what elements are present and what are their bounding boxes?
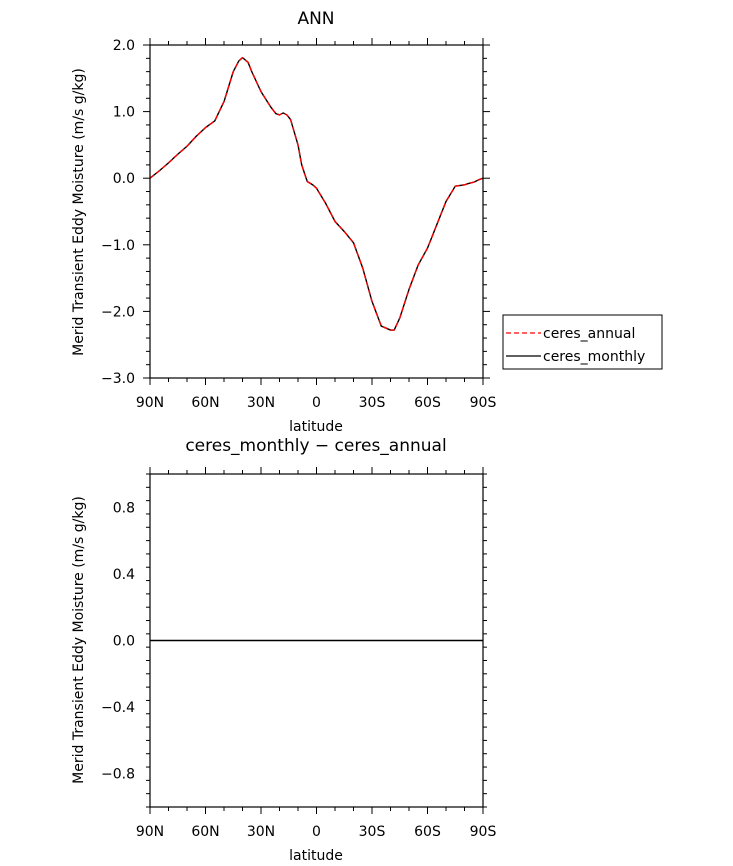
legend-label-ceres-annual: ceres_annual — [543, 326, 635, 342]
y-tick-label: −3.0 — [101, 371, 135, 387]
top-chart-title: ANN — [297, 9, 334, 29]
y-tick-label: 0.8 — [113, 500, 135, 516]
y-tick-label: −2.0 — [101, 304, 135, 320]
x-tick-label: 0 — [312, 395, 321, 411]
top-y-tick-labels: 2.0 1.0 0.0 −1.0 −2.0 −3.0 — [101, 38, 135, 387]
top-x-axis-label: latitude — [289, 419, 343, 435]
x-tick-label: 60S — [414, 824, 441, 840]
legend-box — [502, 314, 663, 370]
x-tick-label: 90N — [136, 824, 164, 840]
legend: ceres_annual ceres_monthly — [502, 314, 663, 370]
bottom-y-axis-label: Merid Transient Eddy Moisture (m/s g/kg) — [71, 496, 87, 784]
y-tick-label: 0.0 — [113, 634, 135, 650]
bottom-x-tick-labels: 90N 60N 30N 0 30S 60S 90S — [136, 824, 497, 840]
x-tick-label: 30S — [359, 824, 386, 840]
x-tick-label: 30N — [247, 395, 275, 411]
y-tick-label: 0.4 — [113, 567, 135, 583]
y-tick-label: −0.4 — [101, 700, 135, 716]
series-line-ceres_annual — [149, 56, 484, 331]
top-series-lines — [149, 56, 484, 331]
bottom-tick-marks — [146, 467, 487, 814]
top-x-tick-labels: 90N 60N 30N 0 30S 60S 90S — [136, 395, 497, 411]
y-tick-label: 1.0 — [113, 105, 135, 121]
top-panel: ANN Merid Transient Eddy Moisture (m/s g… — [71, 9, 496, 435]
bottom-plot-frame — [149, 473, 484, 808]
legend-label-ceres-monthly: ceres_monthly — [543, 349, 645, 365]
y-tick-label: −1.0 — [101, 238, 135, 254]
x-tick-label: 90N — [136, 395, 164, 411]
bottom-chart-title: ceres_monthly − ceres_annual — [185, 436, 446, 456]
y-tick-label: 0.0 — [113, 171, 135, 187]
x-tick-label: 30S — [359, 395, 386, 411]
y-tick-label: 2.0 — [113, 38, 135, 54]
top-plot-frame — [149, 44, 484, 379]
x-tick-label: 60N — [191, 824, 219, 840]
series-line-ceres_monthly — [149, 56, 484, 331]
bottom-y-tick-labels: 0.8 0.4 0.0 −0.4 −0.8 — [101, 500, 135, 782]
x-tick-label: 30N — [247, 824, 275, 840]
y-tick-label: −0.8 — [101, 767, 135, 783]
bottom-x-axis-label: latitude — [289, 848, 343, 864]
x-tick-label: 90S — [470, 395, 497, 411]
x-tick-label: 90S — [470, 824, 497, 840]
bottom-panel: ceres_monthly − ceres_annual Merid Trans… — [71, 436, 496, 864]
top-tick-marks — [143, 38, 490, 385]
x-tick-label: 0 — [312, 824, 321, 840]
x-tick-label: 60S — [414, 395, 441, 411]
x-tick-label: 60N — [191, 395, 219, 411]
top-y-axis-label: Merid Transient Eddy Moisture (m/s g/kg) — [71, 68, 87, 356]
